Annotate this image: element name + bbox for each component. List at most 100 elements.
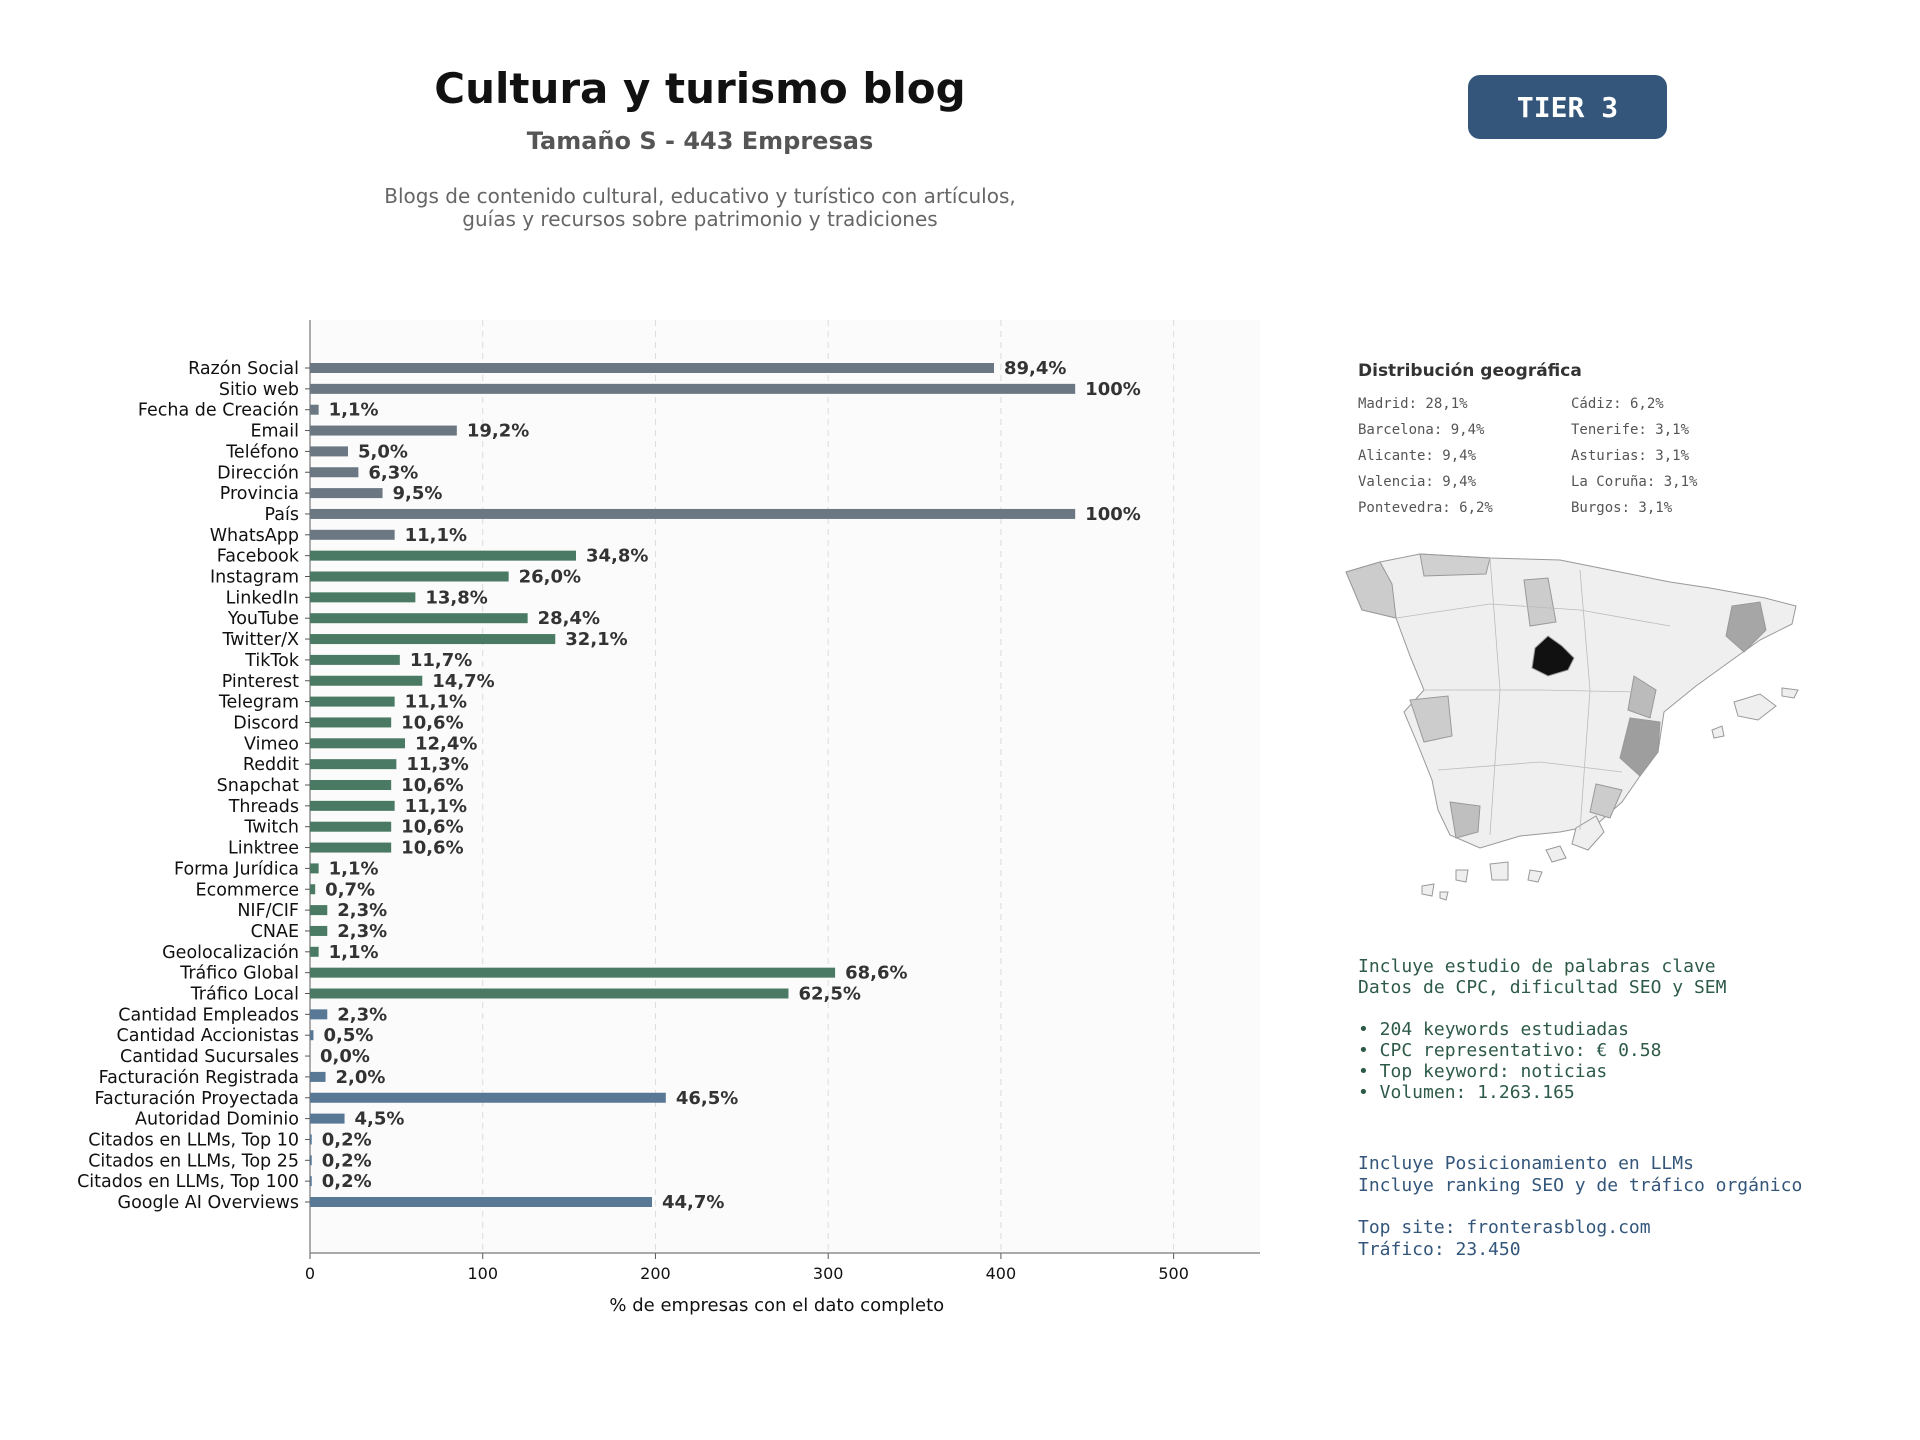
category-label: Email <box>250 422 299 442</box>
category-label: Geolocalización <box>162 943 299 963</box>
map-region-borders <box>1395 557 1671 836</box>
category-label: Reddit <box>243 755 299 775</box>
data-label: 62,5% <box>798 984 860 1005</box>
bar <box>310 571 509 582</box>
data-label: 0,7% <box>325 879 375 900</box>
page-subtitle: Tamaño S - 443 Empresas <box>526 127 874 155</box>
bar <box>310 738 405 749</box>
bar <box>310 967 836 978</box>
tier-badge: TIER 3 <box>1468 75 1667 139</box>
geo-item-valencia: Valencia: 9,4% <box>1358 474 1477 490</box>
data-label: 32,1% <box>565 629 627 650</box>
data-label: 10,6% <box>401 712 463 733</box>
data-label: 11,1% <box>405 692 467 713</box>
geo-item-alicante: Alicante: 9,4% <box>1358 448 1477 464</box>
data-label: 0,0% <box>320 1046 370 1067</box>
bar <box>310 529 395 540</box>
data-label: 0,2% <box>322 1150 372 1171</box>
category-label: Cantidad Empleados <box>118 1005 299 1025</box>
category-label: Twitter/X <box>221 630 299 650</box>
category-label: Teléfono <box>225 442 299 462</box>
map-madrid <box>1531 635 1575 677</box>
category-label: Tráfico Global <box>179 964 299 984</box>
category-label: Instagram <box>210 568 299 588</box>
map-canarias-1 <box>1571 815 1605 851</box>
category-label: Facturación Registrada <box>99 1068 299 1088</box>
map-extremadura <box>1409 695 1453 743</box>
x-tick-label: 300 <box>813 1264 844 1283</box>
map-valencia <box>1627 675 1657 719</box>
map-balearic-ibiza <box>1711 725 1725 739</box>
geo-item-barcelona: Barcelona: 9,4% <box>1358 422 1485 438</box>
data-label: 2,3% <box>337 921 387 942</box>
bar <box>310 446 348 457</box>
x-tick-label: 200 <box>640 1264 671 1283</box>
category-label: Sitio web <box>219 380 299 400</box>
bar <box>310 363 994 373</box>
category-label: Tráfico Local <box>190 985 299 1005</box>
geo-title: Distribución geográfica <box>1358 361 1582 381</box>
data-label: 46,5% <box>676 1088 738 1109</box>
category-label: Twitch <box>243 818 299 838</box>
data-label: 1,1% <box>329 400 379 421</box>
data-label: 2,3% <box>337 900 387 921</box>
category-label: Linktree <box>228 839 299 859</box>
bar <box>310 1155 312 1166</box>
bar <box>310 634 556 645</box>
bar <box>310 550 576 561</box>
category-label: YouTube <box>227 609 299 629</box>
map-canarias-2 <box>1545 845 1567 863</box>
map-cadiz <box>1449 801 1481 839</box>
category-label: NIF/CIF <box>237 901 299 921</box>
data-label: 26,0% <box>519 567 581 588</box>
category-label: Cantidad Sucursales <box>120 1047 299 1067</box>
map-galicia-west <box>1345 561 1397 619</box>
data-label: 4,5% <box>355 1109 405 1130</box>
bar <box>310 905 328 916</box>
bar <box>310 842 392 853</box>
data-label: 11,1% <box>405 525 467 546</box>
category-label: Discord <box>233 713 299 733</box>
bar <box>310 821 392 832</box>
llm-line-2: Incluye ranking SEO y de tráfico orgánic… <box>1358 1175 1803 1196</box>
bar <box>310 925 328 936</box>
category-label: Facturación Proyectada <box>95 1089 299 1109</box>
map-canarias-3 <box>1489 861 1509 881</box>
data-label: 89,4% <box>1004 358 1066 379</box>
bar <box>310 488 383 499</box>
data-label: 0,5% <box>323 1025 373 1046</box>
bar <box>310 717 392 728</box>
bar <box>310 1092 666 1103</box>
data-label: 10,6% <box>401 775 463 796</box>
bar <box>310 884 316 895</box>
bar <box>310 383 1076 394</box>
category-label: Ecommerce <box>196 880 299 900</box>
data-label: 100% <box>1085 379 1141 400</box>
map-canarias-4 <box>1455 869 1469 883</box>
spain-map <box>1345 553 1799 901</box>
map-alicante <box>1619 717 1661 777</box>
data-label: 11,3% <box>406 754 468 775</box>
bar <box>310 946 319 957</box>
geo-item-pontevedra: Pontevedra: 6,2% <box>1358 500 1493 516</box>
category-label: Telegram <box>218 693 299 713</box>
data-label: 0,2% <box>322 1171 372 1192</box>
category-label: Provincia <box>220 484 299 504</box>
geo-item-la-coruna: La Coruña: 3,1% <box>1571 474 1698 490</box>
map-almeria <box>1589 783 1623 819</box>
map-canarias-7 <box>1527 869 1543 883</box>
data-label: 44,7% <box>662 1192 724 1213</box>
geo-item-asturias: Asturias: 3,1% <box>1571 448 1690 464</box>
bar <box>310 675 423 686</box>
x-tick-label: 100 <box>467 1264 498 1283</box>
keywords-bullet-1: • 204 keywords estudiadas <box>1358 1019 1629 1040</box>
keywords-block: Incluye estudio de palabras clave Datos d… <box>1358 956 1726 1103</box>
page-description: Blogs de contenido cultural, educativo y… <box>0 185 1400 231</box>
bar <box>310 467 359 478</box>
category-label: Dirección <box>217 463 299 483</box>
bar <box>310 654 400 665</box>
bar <box>310 404 319 415</box>
keywords-bullet-3: • Top keyword: noticias <box>1358 1061 1608 1082</box>
description-line-1: Blogs de contenido cultural, educativo y… <box>384 184 1016 208</box>
category-label: País <box>265 505 299 525</box>
